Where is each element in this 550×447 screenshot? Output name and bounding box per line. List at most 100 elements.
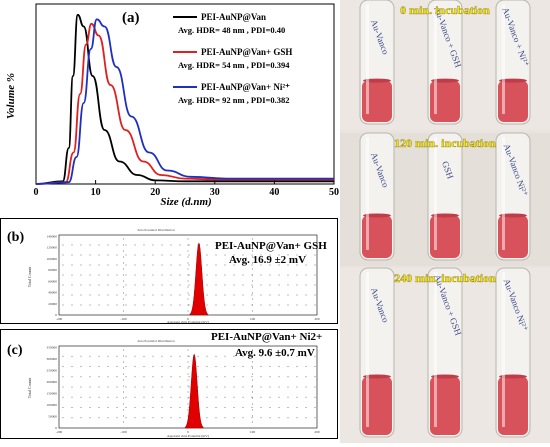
grid-dot — [152, 376, 154, 378]
grid-dot — [116, 417, 118, 419]
grid-dot — [161, 376, 163, 378]
grid-dot — [98, 304, 100, 306]
grid-dot — [80, 417, 82, 419]
grid-dot — [252, 403, 253, 405]
grid-dot — [125, 366, 127, 367]
grid-dot — [89, 304, 91, 306]
grid-dot — [62, 264, 64, 266]
grid-dot — [89, 294, 91, 296]
zeta-x-tick-label: -200 — [56, 317, 63, 321]
dls-size-distribution-plot: 0 10 20 30 40 50 Size (d.nm) Volume % (a) PEI… — [5, 3, 339, 208]
grid-dot — [269, 407, 271, 408]
caption-line-2: Avg. 16.9 ±2 mV — [229, 254, 306, 266]
vial-photographs: Au-Vanco Au-Vanco + GSH Au-Vanco + Ni²⁺ 0 m… — [340, 0, 550, 443]
grid-dot — [296, 294, 298, 296]
grid-dot — [170, 294, 172, 296]
grid-dot — [242, 254, 244, 256]
zeta-x-tick-label: 0 — [187, 430, 189, 434]
grid-dot — [269, 417, 271, 419]
grid-dot — [314, 407, 316, 408]
grid-dot — [252, 238, 253, 240]
grid-dot — [62, 304, 64, 306]
grid-dot — [252, 379, 253, 381]
grid-dot — [170, 244, 172, 246]
grid-dot — [98, 254, 100, 256]
grid-dot — [125, 274, 127, 276]
panel-label-c: (c) — [7, 343, 23, 358]
grid-dot — [116, 244, 118, 246]
panel-label-b: (b) — [7, 230, 24, 245]
grid-dot — [215, 366, 217, 367]
grid-dot — [179, 386, 181, 388]
grid-dot — [206, 407, 208, 408]
grid-dot — [80, 304, 82, 306]
grid-dot — [252, 256, 253, 258]
legend: PEI-AuNP@Van Avg. HDR= 48 nm , PDI=0.40 … — [173, 12, 292, 105]
vial: GSH — [427, 132, 463, 261]
grid-dot — [188, 304, 190, 306]
grid-dot — [143, 304, 145, 306]
zeta-y-tick-label: 100000 — [47, 257, 58, 261]
grid-dot — [107, 284, 109, 286]
grid-dot — [278, 294, 280, 296]
grid-dot — [269, 254, 271, 256]
grid-dot — [71, 284, 73, 286]
grid-dot — [224, 417, 226, 419]
grid-dot — [80, 254, 82, 256]
grid-dot — [206, 376, 208, 378]
vial: Au-Vanco — [359, 132, 395, 261]
grid-dot — [134, 274, 136, 276]
grid-dot — [296, 304, 298, 306]
grid-dot — [89, 396, 91, 398]
grid-dot — [188, 396, 190, 398]
grid-dot — [123, 415, 124, 417]
grid-dot — [305, 304, 307, 306]
grid-dot — [187, 373, 189, 375]
grid-dot — [287, 417, 289, 419]
grid-dot — [224, 264, 226, 266]
grid-dot — [125, 244, 127, 246]
grid-dot — [233, 244, 235, 246]
grid-dot — [305, 244, 307, 246]
vial-liquid — [430, 215, 460, 258]
grid-dot — [252, 280, 253, 282]
grid-dot — [123, 298, 124, 300]
grid-dot — [224, 407, 226, 408]
grid-dot — [305, 284, 307, 286]
grid-dot — [215, 294, 217, 296]
grid-dot — [123, 391, 124, 393]
grid-dot — [125, 304, 127, 306]
grid-dot — [187, 274, 189, 276]
grid-dot — [314, 355, 316, 357]
grid-dot — [123, 268, 124, 270]
grid-dot — [242, 264, 244, 266]
glass-highlight — [366, 137, 369, 250]
grid-dot — [116, 355, 118, 357]
grid-dot — [252, 385, 253, 387]
grid-dot — [143, 366, 145, 367]
grid-dot — [260, 376, 262, 378]
zeta-x-axis-label: Apparent Zeta Potential (mV) — [167, 320, 210, 324]
grid-dot — [71, 274, 73, 276]
grid-dot — [187, 292, 189, 294]
grid-dot — [224, 304, 226, 306]
grid-dot — [125, 396, 127, 398]
grid-dot — [123, 349, 124, 351]
legend-detail-ni: Avg. HDR= 92 nm , PDI=0.382 — [178, 95, 290, 105]
grid-dot — [98, 396, 100, 398]
incubation-time-label: 240 min. incubation — [394, 271, 496, 285]
grid-dot — [179, 274, 181, 276]
zeta-y-tick-label: 300000 — [47, 357, 58, 361]
grid-dot — [62, 294, 64, 296]
grid-dot — [187, 304, 189, 306]
grid-dot — [123, 262, 124, 264]
zeta-y-tick-label: 100000 — [47, 403, 58, 407]
grid-dot — [116, 264, 118, 266]
grid-dot — [206, 304, 208, 306]
grid-dot — [206, 274, 208, 276]
grid-dot — [188, 244, 190, 246]
grid-dot — [62, 274, 64, 276]
grid-dot — [80, 274, 82, 276]
meniscus — [431, 78, 459, 83]
grid-dot — [206, 366, 208, 367]
